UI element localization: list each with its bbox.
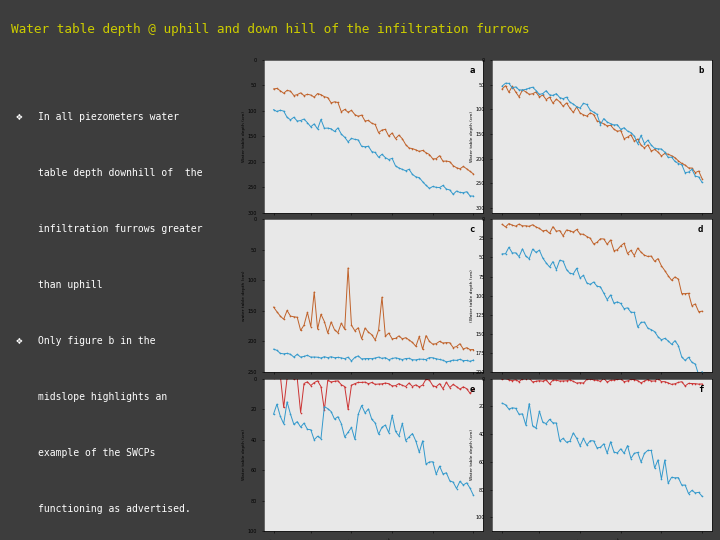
- Text: In all piezometers water: In all piezometers water: [38, 112, 179, 123]
- Text: Water table depth @ uphill and down hill of the infiltration furrows: Water table depth @ uphill and down hill…: [11, 23, 529, 36]
- Y-axis label: Water table depth (cm): Water table depth (cm): [242, 429, 246, 481]
- Text: than uphill: than uphill: [38, 280, 103, 290]
- Text: table depth downhill of  the: table depth downhill of the: [38, 168, 203, 178]
- Text: ❖: ❖: [15, 112, 22, 123]
- Y-axis label: Water table depth (cm): Water table depth (cm): [242, 111, 246, 162]
- Text: functioning as advertised.: functioning as advertised.: [38, 503, 191, 514]
- Text: d: d: [698, 225, 703, 234]
- Text: a: a: [469, 66, 474, 75]
- Text: midslope highlights an: midslope highlights an: [38, 392, 168, 402]
- Text: infiltration furrows greater: infiltration furrows greater: [38, 224, 203, 234]
- Text: Only figure b in the: Only figure b in the: [38, 336, 156, 346]
- Y-axis label: Water table depth (cm): Water table depth (cm): [470, 111, 474, 162]
- Text: ❖: ❖: [15, 336, 22, 346]
- Y-axis label: Water table depth (cm): Water table depth (cm): [470, 429, 474, 481]
- Text: b: b: [698, 66, 703, 75]
- Y-axis label: water table depth (cm): water table depth (cm): [242, 271, 246, 321]
- Text: example of the SWCPs: example of the SWCPs: [38, 448, 156, 458]
- Text: e: e: [469, 384, 474, 394]
- Y-axis label: (Water table depth (cm): (Water table depth (cm): [470, 269, 474, 322]
- Text: f: f: [698, 384, 703, 394]
- Text: c: c: [469, 225, 474, 234]
